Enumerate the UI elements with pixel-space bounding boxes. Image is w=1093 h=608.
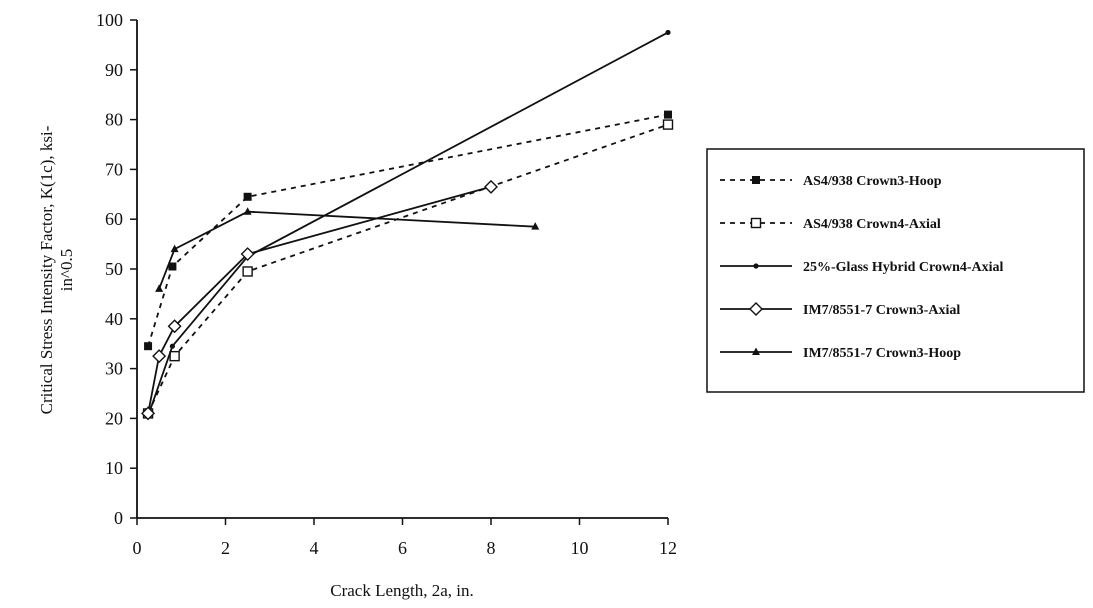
legend-items: AS4/938 Crown3-Hoop AS4/938 Crown4-Axial 2… (720, 174, 1004, 361)
y-tick-label: 100 (96, 10, 123, 30)
series-group (144, 110, 672, 351)
legend-item: 25%-Glass Hybrid Crown4-Axial (720, 260, 1004, 275)
marker-dot (753, 263, 759, 269)
marker-open-square (662, 119, 674, 130)
y-tick-label: 40 (105, 309, 123, 329)
marker-open-diamond (240, 247, 255, 262)
legend-label: 25%-Glass Hybrid Crown4-Axial (803, 260, 1004, 275)
y-tick-label: 30 (105, 359, 123, 379)
marker-filled-square (752, 176, 760, 184)
legend-item: IM7/8551-7 Crown3-Hoop (720, 346, 961, 361)
y-tick-label: 0 (114, 508, 123, 528)
y-tick-label: 60 (105, 209, 123, 229)
x-ticks: 0 2 4 6 8 10 12 (133, 518, 677, 558)
x-axis-title: Crack Length, 2a, in. (330, 581, 474, 600)
marker-open-diamond (484, 179, 498, 194)
series-line (147, 31, 669, 417)
marker-filled-triangle (243, 207, 252, 215)
marker-filled-triangle (531, 222, 540, 230)
marker-open-diamond (749, 302, 763, 316)
x-tick-label: 0 (133, 538, 142, 558)
y-tick-label: 70 (105, 159, 123, 179)
y-axis-title: Critical Stress Intensity Factor, K(1c),… (37, 125, 76, 414)
series-line (158, 210, 536, 290)
marker-filled-square (168, 262, 177, 271)
y-tick-label: 20 (105, 408, 123, 428)
x-tick-label: 2 (221, 538, 230, 558)
legend-label: AS4/938 Crown4-Axial (803, 217, 941, 232)
marker-open-square (242, 266, 253, 277)
marker-dot (665, 29, 671, 36)
marker-filled-square (664, 110, 672, 119)
x-tick-label: 4 (310, 538, 319, 558)
series-line (147, 113, 669, 347)
legend: AS4/938 Crown3-Hoop AS4/938 Crown4-Axial 2… (706, 148, 1085, 393)
legend-label: IM7/8551-7 Crown3-Axial (803, 303, 960, 318)
plot-series (141, 29, 674, 421)
marker-filled-triangle (155, 284, 164, 292)
series-group (155, 207, 540, 292)
marker-open-diamond (141, 406, 156, 421)
series-line (147, 123, 669, 414)
y-ticks: 0 10 20 30 40 50 60 70 80 90 100 (96, 10, 137, 528)
x-tick-label: 8 (487, 538, 496, 558)
y-tick-label: 10 (105, 458, 123, 478)
marker-filled-triangle (170, 244, 179, 253)
legend-item: AS4/938 Crown4-Axial (720, 217, 941, 232)
marker-filled-triangle (752, 347, 760, 355)
marker-open-square (750, 217, 762, 229)
y-tick-label: 50 (105, 259, 123, 279)
series-group (141, 179, 498, 421)
legend-label: IM7/8551-7 Crown3-Hoop (803, 346, 961, 361)
marker-filled-square (243, 192, 252, 201)
x-tick-label: 10 (571, 538, 589, 558)
marker-open-diamond (152, 349, 167, 364)
marker-open-square (169, 350, 180, 362)
y-axis-title-line2: in^0.5 (57, 249, 76, 291)
marker-dot (169, 343, 175, 349)
axes (136, 20, 668, 519)
legend-item: AS4/938 Crown3-Hoop (720, 174, 942, 189)
legend-label: AS4/938 Crown3-Hoop (803, 174, 942, 189)
series-group (142, 119, 674, 419)
y-tick-label: 80 (105, 110, 123, 130)
marker-filled-square (144, 342, 153, 351)
x-tick-label: 12 (659, 538, 677, 558)
series-line (147, 185, 492, 414)
marker-open-diamond (167, 319, 182, 334)
legend-item: IM7/8551-7 Crown3-Axial (720, 302, 960, 318)
x-tick-label: 6 (398, 538, 407, 558)
y-tick-label: 90 (105, 60, 123, 80)
y-axis-title-line1: Critical Stress Intensity Factor, K(1c),… (37, 125, 56, 414)
